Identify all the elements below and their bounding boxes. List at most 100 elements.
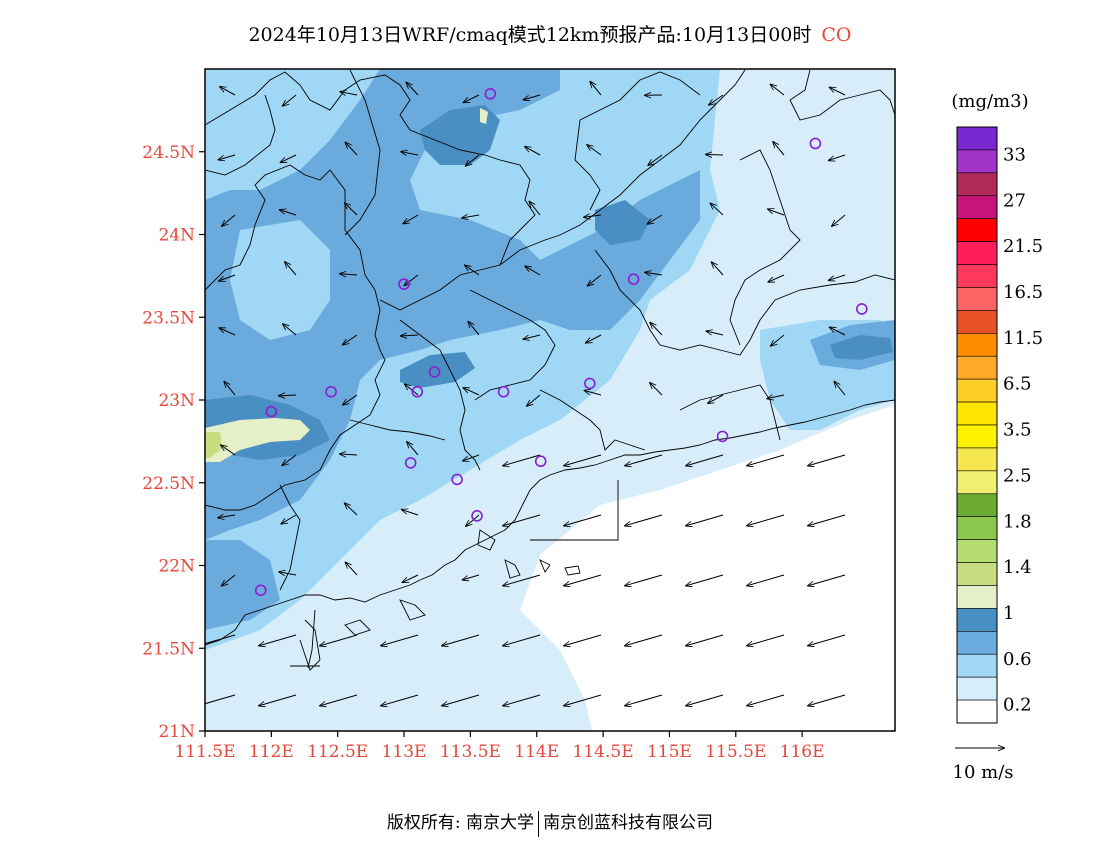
wind-arrow: [278, 395, 297, 396]
colorbar-swatch: [956, 562, 998, 586]
wind-arrow: [768, 274, 785, 282]
y-tick-label: 21.5N: [142, 639, 195, 659]
colorbar-labels: 33 27 21.5 16.5 11.5 6.5 3.5 2.5 1.8 1.4 1 0.6 0.2: [1003, 145, 1043, 716]
colorbar-label: 1.4: [1003, 557, 1032, 578]
wind-arrow: [584, 390, 602, 396]
wind-arrow: [345, 142, 358, 156]
x-axis: 111.5E 112E 112.5E 113E 113.5E 114E 114.5E 115E…: [174, 731, 825, 762]
wind-arrow: [624, 454, 663, 466]
wind-arrow: [441, 694, 480, 706]
wind-arrow: [770, 334, 785, 346]
wind-arrow: [463, 94, 480, 103]
wind-arrow: [829, 327, 846, 336]
monitoring-station-marker: [411, 385, 424, 398]
wind-arrow: [282, 94, 297, 106]
wind-arrow: [344, 503, 358, 516]
monitoring-station-marker: [471, 510, 483, 522]
wind-arrow: [587, 274, 602, 286]
legend-unit: (mg/m3): [951, 91, 1028, 112]
copyright-left: 版权所有: 南京大学: [386, 813, 535, 833]
wind-arrow: [205, 634, 236, 645]
wind-arrow: [563, 634, 602, 646]
footer-separator: [538, 810, 540, 837]
wind-arrow: [648, 154, 663, 166]
colorbar-swatch: [956, 424, 998, 449]
colorbar-swatch: [956, 608, 998, 632]
wind-arrow: [807, 574, 846, 586]
wind-arrow: [705, 154, 724, 155]
wind-arrow: [563, 574, 602, 586]
monitoring-station-marker: [627, 273, 640, 285]
x-tick-label: 114E: [514, 742, 559, 762]
colorbar-label: 33: [1003, 145, 1026, 166]
wind-arrow: [462, 454, 480, 461]
colorbar-label: 0.6: [1003, 649, 1032, 670]
x-tick-label: 112E: [249, 742, 294, 762]
wind-arrow: [281, 514, 297, 524]
concentration-field: [205, 69, 895, 731]
colorbar-swatch: [956, 516, 998, 540]
x-tick-label: 113.5E: [440, 742, 501, 762]
wind-arrow: [746, 514, 785, 526]
wind-arrow: [746, 574, 785, 586]
colorbar-swatch: [956, 585, 998, 609]
wind-arrow: [831, 214, 846, 227]
wind-arrow: [526, 394, 541, 407]
wind-arrow: [502, 694, 541, 706]
wind-arrow: [529, 201, 541, 216]
wind-arrow: [404, 274, 419, 286]
wind-arrow: [650, 322, 663, 336]
wind-arrow: [218, 274, 236, 281]
wind-arrow: [523, 94, 541, 100]
wind-arrow: [463, 387, 480, 396]
wind-arrow: [807, 454, 846, 466]
wind-arrow: [711, 262, 724, 276]
wind-arrow: [402, 574, 419, 583]
x-tick-label: 115E: [647, 742, 692, 762]
monitoring-station-marker: [398, 278, 410, 290]
colorbar-swatch: [956, 676, 998, 701]
wind-arrow: [590, 81, 602, 96]
wind-arrow: [685, 574, 724, 586]
wind-arrow: [441, 634, 480, 646]
wind-arrow: [219, 86, 236, 96]
wind-arrow: [586, 144, 602, 156]
wind-arrow: [400, 152, 419, 155]
colorbar-label: 27: [1003, 190, 1026, 211]
wind-arrow: [221, 214, 236, 227]
wind-arrow: [767, 209, 785, 216]
wind-arrow: [502, 514, 541, 526]
wind-arrow: [465, 514, 480, 527]
wind-arrow: [685, 454, 724, 466]
colorbar-swatch: [956, 653, 998, 678]
wind-arrow: [644, 272, 663, 275]
wind-arrow: [647, 214, 663, 224]
y-tick-label: 24.5N: [142, 143, 195, 163]
wind-arrow: [710, 203, 724, 216]
wind-arrow: [282, 323, 297, 336]
wind-arrow: [649, 382, 663, 396]
wind-arrow: [344, 203, 358, 216]
colorbar-swatch: [956, 172, 998, 197]
x-tick-label: 116E: [780, 742, 825, 762]
colorbar-label: 1.8: [1003, 511, 1032, 532]
monitoring-station-marker: [428, 366, 441, 378]
colorbar-swatch: [956, 447, 998, 472]
wind-arrow: [380, 634, 419, 646]
title-main: 2024年10月13日WRF/cmaq模式12km预报产品:10月13日00时: [248, 24, 812, 46]
wind-arrow: [707, 394, 724, 404]
colorbar-swatch: [956, 287, 998, 311]
y-tick-label: 22.5N: [142, 474, 195, 494]
wind-arrow: [563, 694, 602, 706]
wind-arrow: [525, 266, 541, 276]
wind-arrow: [205, 694, 236, 705]
wind-arrow: [342, 334, 358, 345]
wind-arrow: [766, 395, 785, 399]
monitoring-station-marker: [809, 137, 822, 150]
wind-arrow: [624, 694, 663, 706]
wind-arrow: [563, 514, 602, 526]
y-axis: 21N 21.5N 22N 22.5N 23N 23.5N 24N 24.5N: [142, 143, 205, 742]
colorbar-swatch: [956, 470, 998, 495]
wind-arrow: [404, 384, 419, 396]
